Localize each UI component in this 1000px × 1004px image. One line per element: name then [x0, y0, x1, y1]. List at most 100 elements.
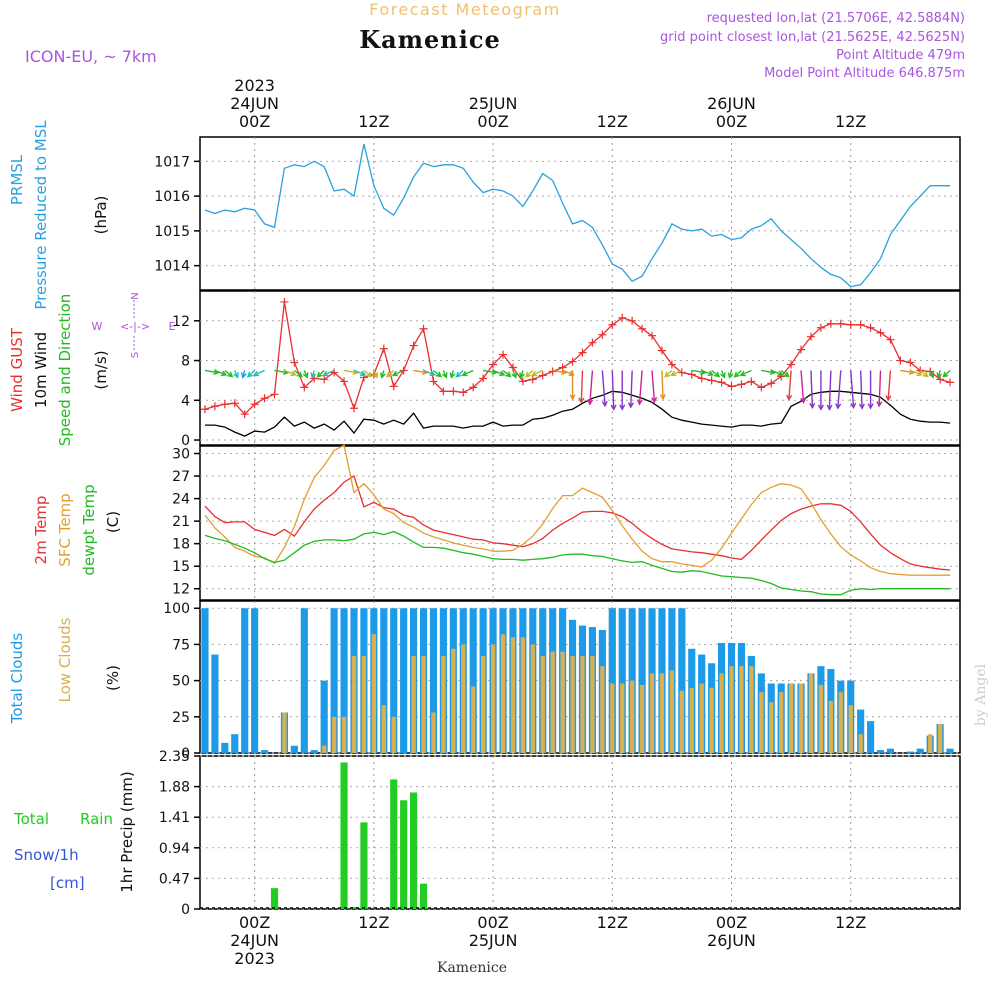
low-cloud-bar — [639, 684, 645, 753]
low-cloud-bar — [282, 712, 287, 753]
precip-ytick-label: 0.47 — [159, 871, 190, 887]
wind-direction-arrowhead — [246, 371, 254, 378]
low-cloud-bar — [828, 700, 833, 753]
time-label: 26JUN — [707, 931, 756, 950]
low-cloud-bar — [421, 656, 426, 753]
wind-direction-arrowhead — [651, 396, 658, 404]
gust-marker — [538, 371, 547, 380]
wind-direction-arrowhead — [310, 372, 317, 379]
low-cloud-bar — [937, 724, 943, 753]
wind-direction-arrowhead — [636, 399, 643, 406]
gust-marker — [489, 360, 498, 369]
gust-marker — [866, 323, 875, 332]
cloud-labels: Total Clouds Low Clouds (%) — [8, 617, 122, 724]
gust-marker — [657, 346, 666, 355]
low-cloud-bar — [590, 656, 595, 753]
low-cloud-bar — [779, 692, 784, 753]
wind-direction-arrow — [214, 369, 227, 376]
forecast-title: Forecast Meteogram — [369, 0, 560, 19]
gust-marker — [260, 394, 269, 403]
wind-direction-arrowhead — [302, 372, 309, 379]
footer-location: Kamenice — [437, 960, 507, 976]
panel-clouds: 0 25 50 75 100 — [163, 600, 961, 762]
wind-direction-arrow — [317, 369, 325, 378]
time-label: 24JUN — [230, 94, 279, 113]
low-cloud-bar — [759, 692, 764, 753]
gust-marker — [906, 358, 915, 367]
total-cloud-bar — [290, 745, 298, 753]
wind-direction-arrow — [462, 369, 474, 376]
gust-marker — [737, 380, 746, 389]
low-cloud-bar — [371, 634, 377, 753]
temp-label-sfc: SFC Temp — [56, 493, 74, 566]
total-cloud-bar — [469, 608, 477, 753]
gust-marker — [846, 320, 855, 329]
gust-marker — [648, 331, 657, 340]
gust-marker — [449, 387, 458, 396]
gust-marker — [876, 328, 885, 337]
low-cloud-bar — [480, 656, 486, 753]
wind-direction-arrow — [562, 369, 574, 376]
wind-direction-arrowhead — [296, 371, 303, 378]
low-cloud-bar — [620, 683, 625, 753]
wind-direction-arrowhead — [916, 370, 923, 377]
low-cloud-bar — [322, 745, 327, 753]
wind-direction-arrowhead — [850, 402, 857, 410]
temperature-ytick-label: 12 — [172, 582, 190, 598]
wind-direction-arrow — [734, 369, 742, 378]
pressure-ytick-label: 1014 — [154, 259, 190, 275]
total-cloud-bar — [380, 608, 388, 753]
wind-direction-arrowhead — [441, 372, 448, 379]
compass-s: S — [130, 352, 141, 358]
time-label: 25JUN — [469, 931, 518, 950]
gust-marker — [747, 377, 756, 386]
rain-bar — [360, 822, 368, 909]
wind-direction-arrowhead — [858, 403, 865, 410]
low-cloud-bar — [858, 734, 863, 753]
wind-ytick-label: 4 — [181, 393, 190, 409]
gust-marker — [300, 383, 309, 392]
model-label: ICON-EU, ~ 7km — [25, 47, 157, 66]
wind-direction-arrowhead — [569, 394, 576, 401]
precip-ytick-label: 0.94 — [159, 841, 190, 857]
gust-marker — [767, 379, 776, 388]
time-label: 00Z — [477, 913, 508, 932]
low-cloud-bar — [679, 690, 684, 753]
wind-direction-arrowhead — [227, 371, 234, 378]
wind-direction-arrowhead — [922, 371, 929, 378]
pressure-ytick-label: 1015 — [154, 224, 190, 240]
clouds-ytick-label: 100 — [163, 601, 190, 617]
wind-direction-arrowhead — [391, 370, 399, 377]
temp-labels: 2m Temp SFC Temp dewpt Temp (C) — [32, 484, 122, 575]
precip-ytick-label: 2.35 — [159, 749, 190, 765]
wind-direction-arrowhead — [359, 370, 367, 377]
time-label: 12Z — [358, 112, 389, 131]
low-cloud-bar — [749, 666, 754, 753]
temperature-frame — [199, 445, 961, 601]
compass-arrow: <-|-> — [120, 320, 150, 333]
low-cloud-bar — [411, 656, 416, 753]
temp-unit: (C) — [104, 511, 122, 533]
precip-frame — [199, 755, 961, 910]
wind-direction-arrowhead — [809, 402, 816, 410]
wind-direction-arrow — [910, 369, 922, 376]
wind-direction-arrow — [532, 369, 544, 376]
total-cloud-bar — [320, 680, 328, 753]
pressure-ytick-label: 1016 — [154, 189, 190, 205]
time-label: 12Z — [358, 913, 389, 932]
wind-direction-arrowhead — [461, 370, 468, 377]
rain-bar — [400, 800, 408, 909]
gust-marker — [806, 332, 815, 341]
wind-direction-arrow — [525, 369, 534, 378]
wind-direction-arrowhead — [936, 372, 943, 379]
wind-direction-arrowhead — [727, 372, 734, 379]
low-cloud-bar — [649, 673, 655, 753]
wind-direction-arrow — [423, 369, 435, 376]
time-label: 25JUN — [469, 94, 518, 113]
gust-marker — [836, 319, 845, 328]
gridpoint-coords: grid point closest lon,lat (21.5625E, 42… — [660, 30, 965, 45]
gust-marker — [469, 383, 478, 392]
total-cloud-bar — [300, 608, 308, 753]
gust-marker — [429, 377, 438, 386]
